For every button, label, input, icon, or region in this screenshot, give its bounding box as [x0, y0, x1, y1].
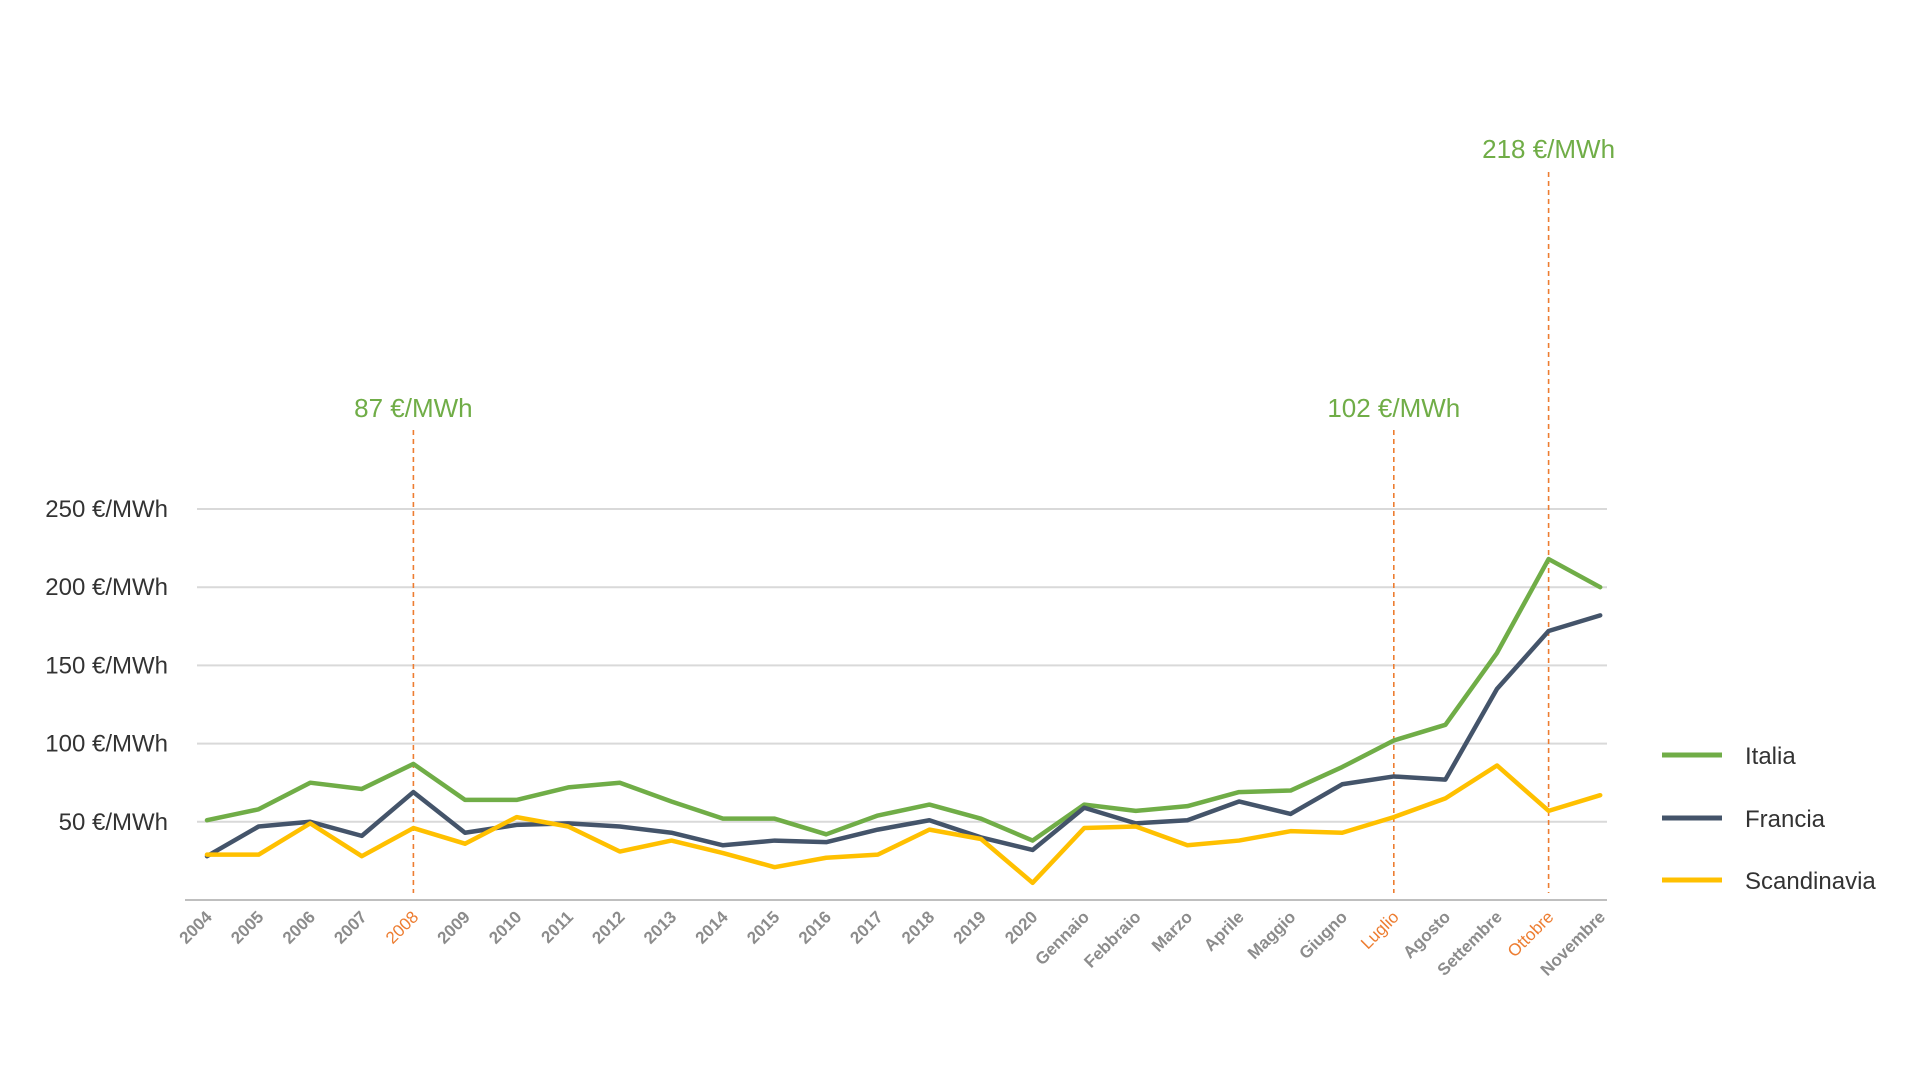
legend-label: Scandinavia: [1745, 868, 1876, 895]
x-tick-label: 2014: [692, 907, 733, 948]
x-tick-label: 2004: [176, 907, 217, 948]
y-tick-label: 50 €/MWh: [59, 809, 168, 836]
x-tick-label: 2011: [538, 907, 578, 947]
y-tick-label: 250 €/MWh: [45, 496, 168, 523]
x-tick-label: 2005: [227, 907, 267, 947]
annotation-label: 102 €/MWh: [1327, 393, 1460, 423]
x-tick-label: Febbraio: [1080, 907, 1144, 971]
x-tick-label: 2012: [588, 907, 628, 947]
x-tick-label: Giugno: [1296, 907, 1351, 962]
legend: Italia Francia Scandinavia: [1662, 743, 1876, 895]
x-tick-label: Maggio: [1244, 907, 1300, 963]
series-lines: [204, 556, 1603, 886]
y-tick-label: 150 €/MWh: [45, 652, 168, 679]
annotation-label: 87 €/MWh: [354, 393, 473, 423]
x-tick-label: 2015: [743, 907, 783, 947]
y-axis-ticks: 50 €/MWh 100 €/MWh 150 €/MWh 200 €/MWh 250 €…: [45, 496, 168, 836]
annotation-label: 218 €/MWh: [1482, 134, 1615, 164]
legend-label: Italia: [1745, 743, 1796, 770]
x-tick-label: Aprile: [1200, 907, 1248, 955]
x-tick-label: 2016: [795, 907, 835, 947]
x-tick-label: 2020: [1001, 907, 1041, 947]
x-tick-label: Luglio: [1357, 907, 1403, 953]
x-tick-label: 2006: [279, 907, 319, 947]
x-axis-ticks: 2004 2005 2006 2007 2008 2009 2010 2011 2012 2013…: [176, 907, 1609, 980]
x-tick-label: 2007: [330, 907, 370, 947]
annotations: 87 €/MWh 102 €/MWh 218 €/MWh: [354, 134, 1615, 893]
series-line-scandinavia: [204, 763, 1603, 886]
x-tick-label: 2009: [434, 907, 474, 947]
x-tick-label: 2013: [640, 907, 680, 947]
series-line-italia: [204, 556, 1603, 843]
x-tick-label: 2017: [846, 907, 886, 947]
x-tick-label: 2018: [898, 907, 938, 947]
x-tick-label: 2010: [485, 907, 525, 947]
y-tick-label: 100 €/MWh: [45, 731, 168, 758]
x-tick-label: 2008: [382, 907, 422, 947]
x-tick-label: Marzo: [1148, 907, 1196, 955]
legend-label: Francia: [1745, 806, 1826, 833]
y-tick-label: 200 €/MWh: [45, 574, 168, 601]
series-line-francia: [204, 613, 1603, 859]
x-tick-label: 2019: [950, 907, 990, 947]
